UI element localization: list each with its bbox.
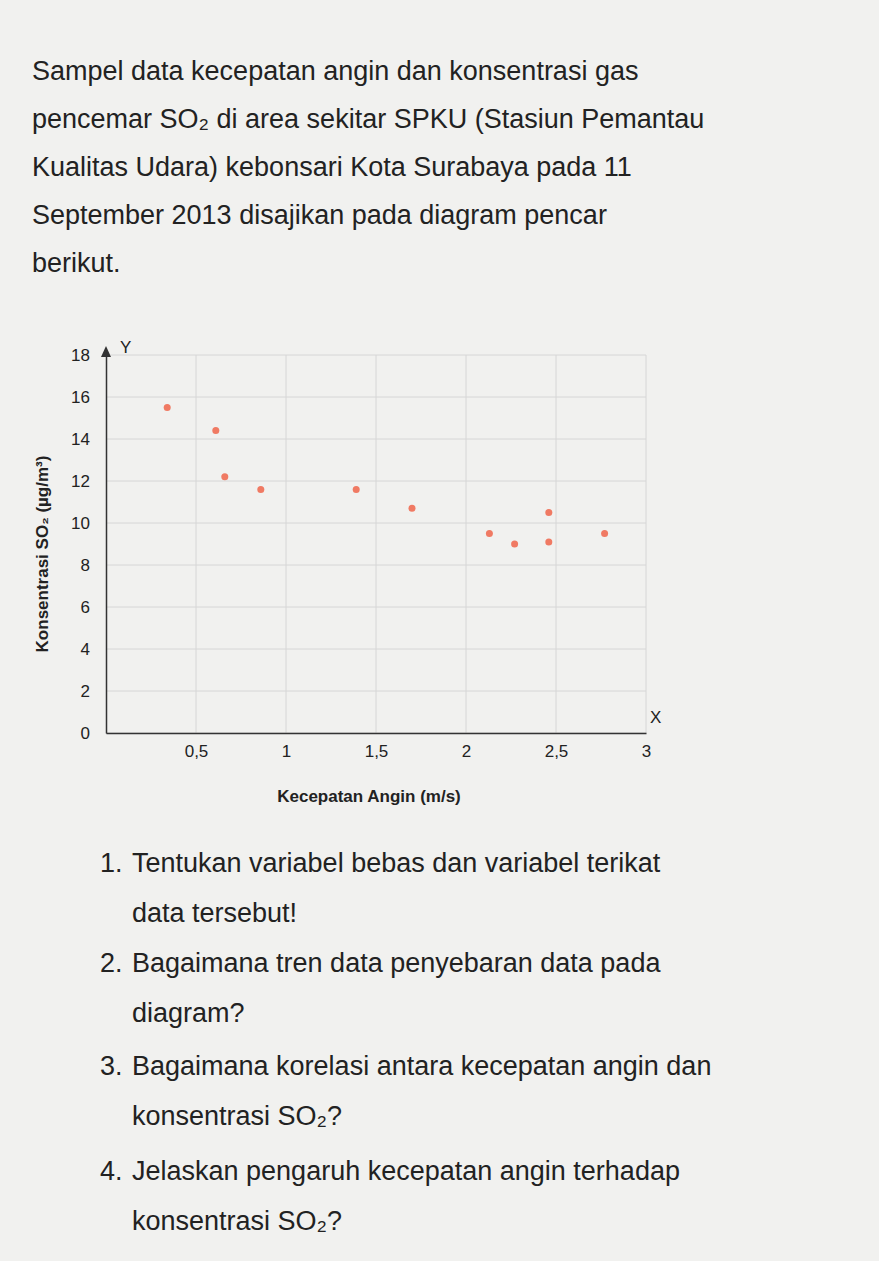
- tick: 8: [81, 556, 106, 575]
- page: Sampel data kecepatan angin dan konsentr…: [0, 0, 879, 1261]
- question-line: data tersebut!: [132, 898, 297, 928]
- x-axis: 0,5 1 1,5 2 2,5 3: [107, 733, 652, 761]
- point: [164, 404, 171, 411]
- question-line: Jelaskan pengaruh kecepatan angin terhad…: [132, 1156, 680, 1186]
- tick-label: 4: [81, 640, 90, 659]
- point: [545, 509, 552, 516]
- tick: 10: [71, 514, 106, 533]
- tick: 16: [71, 388, 106, 407]
- tick: 3: [642, 733, 651, 761]
- question-line: konsentrasi SO₂?: [132, 1206, 342, 1236]
- question-line: Bagaimana tren data penyebaran data pada: [132, 948, 661, 978]
- grid-line-x: [196, 355, 197, 733]
- point: [257, 486, 264, 493]
- question-number: 1.: [100, 848, 123, 878]
- tick-label: 8: [81, 556, 90, 575]
- point: [545, 538, 552, 545]
- tick: 14: [71, 430, 106, 449]
- tick: 12: [71, 472, 106, 491]
- grid-line-y: [106, 565, 646, 566]
- grid-line-x: [646, 355, 647, 733]
- y-axis-letter: Y: [120, 338, 131, 357]
- intro-line: Kualitas Udara) kebonsari Kota Surabaya …: [32, 152, 632, 182]
- point: [221, 473, 228, 480]
- point: [486, 530, 493, 537]
- intro-line: pencemar SO₂ di area sekitar SPKU (Stasi…: [32, 104, 704, 134]
- tick: 6: [81, 598, 106, 617]
- tick-label: 3: [642, 742, 651, 761]
- tick-label: 12: [71, 472, 90, 491]
- chart: 0,5 1 1,5 2 2,5 3 0 2 4 6 8 10 12 14 16 18 Y X Kecepatan A…: [33, 338, 661, 806]
- tick-label: 2,5: [545, 742, 569, 761]
- tick: 1,5: [365, 733, 389, 761]
- tick: 4: [81, 640, 106, 659]
- tick-label: 0: [81, 724, 90, 743]
- y-axis-arrow: [101, 346, 111, 357]
- intro-line: September 2013 disajikan pada diagram pe…: [32, 200, 607, 230]
- grid-line-y: [106, 733, 646, 734]
- point: [511, 541, 518, 548]
- tick-label: 0,5: [185, 742, 209, 761]
- tick-label: 10: [71, 514, 90, 533]
- point: [212, 427, 219, 434]
- grid-line-x: [376, 355, 377, 733]
- tick-label: 1: [282, 742, 291, 761]
- intro-line: Sampel data kecepatan angin dan konsentr…: [32, 56, 638, 86]
- tick-label: 2: [81, 682, 90, 701]
- axis-line: [107, 733, 647, 735]
- axis-line: [106, 356, 108, 734]
- grid-line-y: [106, 397, 646, 398]
- y-axis-title: Konsentrasi SO₂ (µg/m³): [33, 456, 52, 653]
- points: [164, 404, 608, 548]
- question-number: 3.: [100, 1051, 123, 1081]
- tick: 2: [81, 682, 106, 701]
- grid-line-x: [466, 355, 467, 733]
- tick-label: 18: [71, 346, 90, 365]
- question-number: 2.: [100, 948, 123, 978]
- question-number: 4.: [100, 1156, 123, 1186]
- grid-line-y: [106, 649, 646, 650]
- grid-line-y: [106, 481, 646, 482]
- intro-line: berikut.: [32, 248, 121, 278]
- grid-line-x: [286, 355, 287, 733]
- grid-line-y: [106, 607, 646, 608]
- question-line: Tentukan variabel bebas dan variabel ter…: [132, 848, 661, 878]
- question-line: Bagaimana korelasi antara kecepatan angi…: [132, 1051, 711, 1081]
- tick-label: 2: [462, 742, 471, 761]
- grid-line-y: [106, 523, 646, 524]
- grid-line-y: [106, 691, 646, 692]
- tick: 0,5: [185, 733, 209, 761]
- question-line: diagram?: [132, 998, 245, 1028]
- question-line: konsentrasi SO₂?: [132, 1101, 342, 1131]
- x-axis-title: Kecepatan Angin (m/s): [277, 787, 461, 806]
- grid-line-y: [106, 355, 646, 356]
- tick: 18: [71, 346, 106, 365]
- tick-label: 16: [71, 388, 90, 407]
- tick-label: 14: [71, 430, 90, 449]
- tick-label: 1,5: [365, 742, 389, 761]
- tick: 2,5: [545, 733, 569, 761]
- y-axis: 0 2 4 6 8 10 12 14 16 18: [71, 346, 106, 743]
- tick: 0: [81, 724, 106, 743]
- point: [353, 486, 360, 493]
- point: [601, 530, 608, 537]
- tick: 2: [462, 733, 471, 761]
- grid-line-x: [556, 355, 557, 733]
- point: [409, 505, 416, 512]
- tick: 1: [282, 733, 291, 761]
- x-axis-letter: X: [650, 708, 661, 727]
- tick-label: 6: [81, 598, 90, 617]
- grid: [106, 355, 646, 733]
- grid-line-y: [106, 439, 646, 440]
